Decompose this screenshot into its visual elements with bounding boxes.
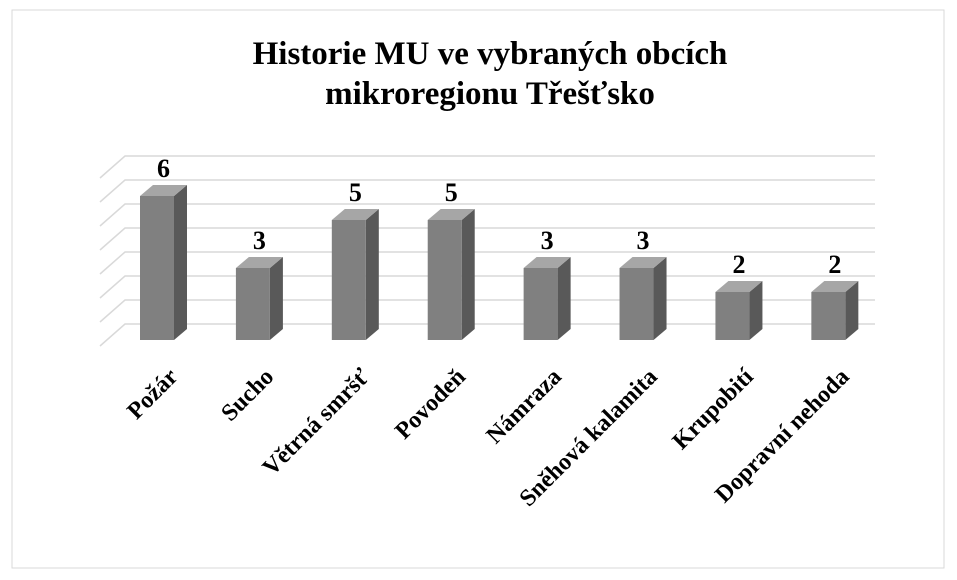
chart-title: mikroregionu Třešťsko	[325, 76, 655, 112]
grid-line	[99, 203, 875, 227]
data-label: 5	[445, 178, 458, 207]
bar-side	[557, 257, 571, 340]
bar	[811, 292, 846, 340]
grid-line	[99, 179, 875, 203]
bar-top	[811, 281, 859, 292]
bar-side	[749, 281, 763, 340]
grid-line	[99, 227, 875, 251]
bar	[140, 196, 174, 340]
bar	[235, 268, 270, 340]
data-label: 3	[637, 226, 650, 255]
bar-side	[365, 209, 379, 340]
data-label: 2	[828, 250, 841, 279]
grid-line	[99, 251, 875, 275]
bar-top	[619, 257, 667, 268]
data-label: 3	[253, 226, 266, 255]
grid-line	[99, 155, 875, 179]
data-label: 6	[157, 154, 170, 183]
bar	[715, 292, 750, 340]
bar	[619, 268, 654, 340]
bar	[523, 268, 558, 340]
data-label: 5	[349, 178, 362, 207]
bar	[427, 220, 462, 340]
bar-top	[331, 209, 379, 220]
data-label: 2	[732, 250, 745, 279]
bar	[331, 220, 366, 340]
bar-top	[427, 209, 475, 220]
bar-side	[653, 257, 667, 340]
bar-top	[715, 281, 763, 292]
data-label: 3	[541, 226, 554, 255]
bar-side	[845, 281, 859, 340]
bar-top	[140, 185, 187, 196]
bar-top	[523, 257, 571, 268]
bar-side	[269, 257, 283, 340]
bar-side	[174, 185, 187, 340]
bar-side	[461, 209, 475, 340]
bar-top	[235, 257, 283, 268]
chart-title: Historie MU ve vybraných obcích	[253, 36, 728, 72]
